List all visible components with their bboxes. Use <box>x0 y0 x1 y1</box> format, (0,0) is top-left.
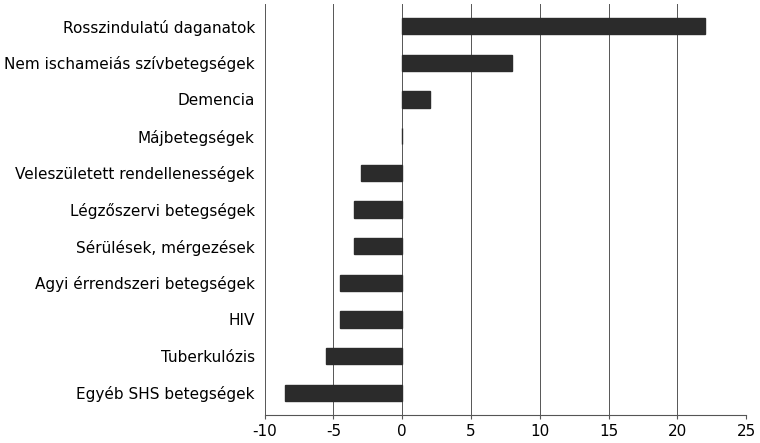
Bar <box>354 201 402 218</box>
Bar <box>402 91 429 108</box>
Bar <box>285 385 402 401</box>
Bar <box>361 164 402 181</box>
Bar <box>340 311 402 328</box>
Bar <box>340 275 402 291</box>
Bar <box>354 238 402 254</box>
Bar <box>402 54 512 71</box>
Bar <box>402 18 705 35</box>
Bar <box>327 348 402 365</box>
